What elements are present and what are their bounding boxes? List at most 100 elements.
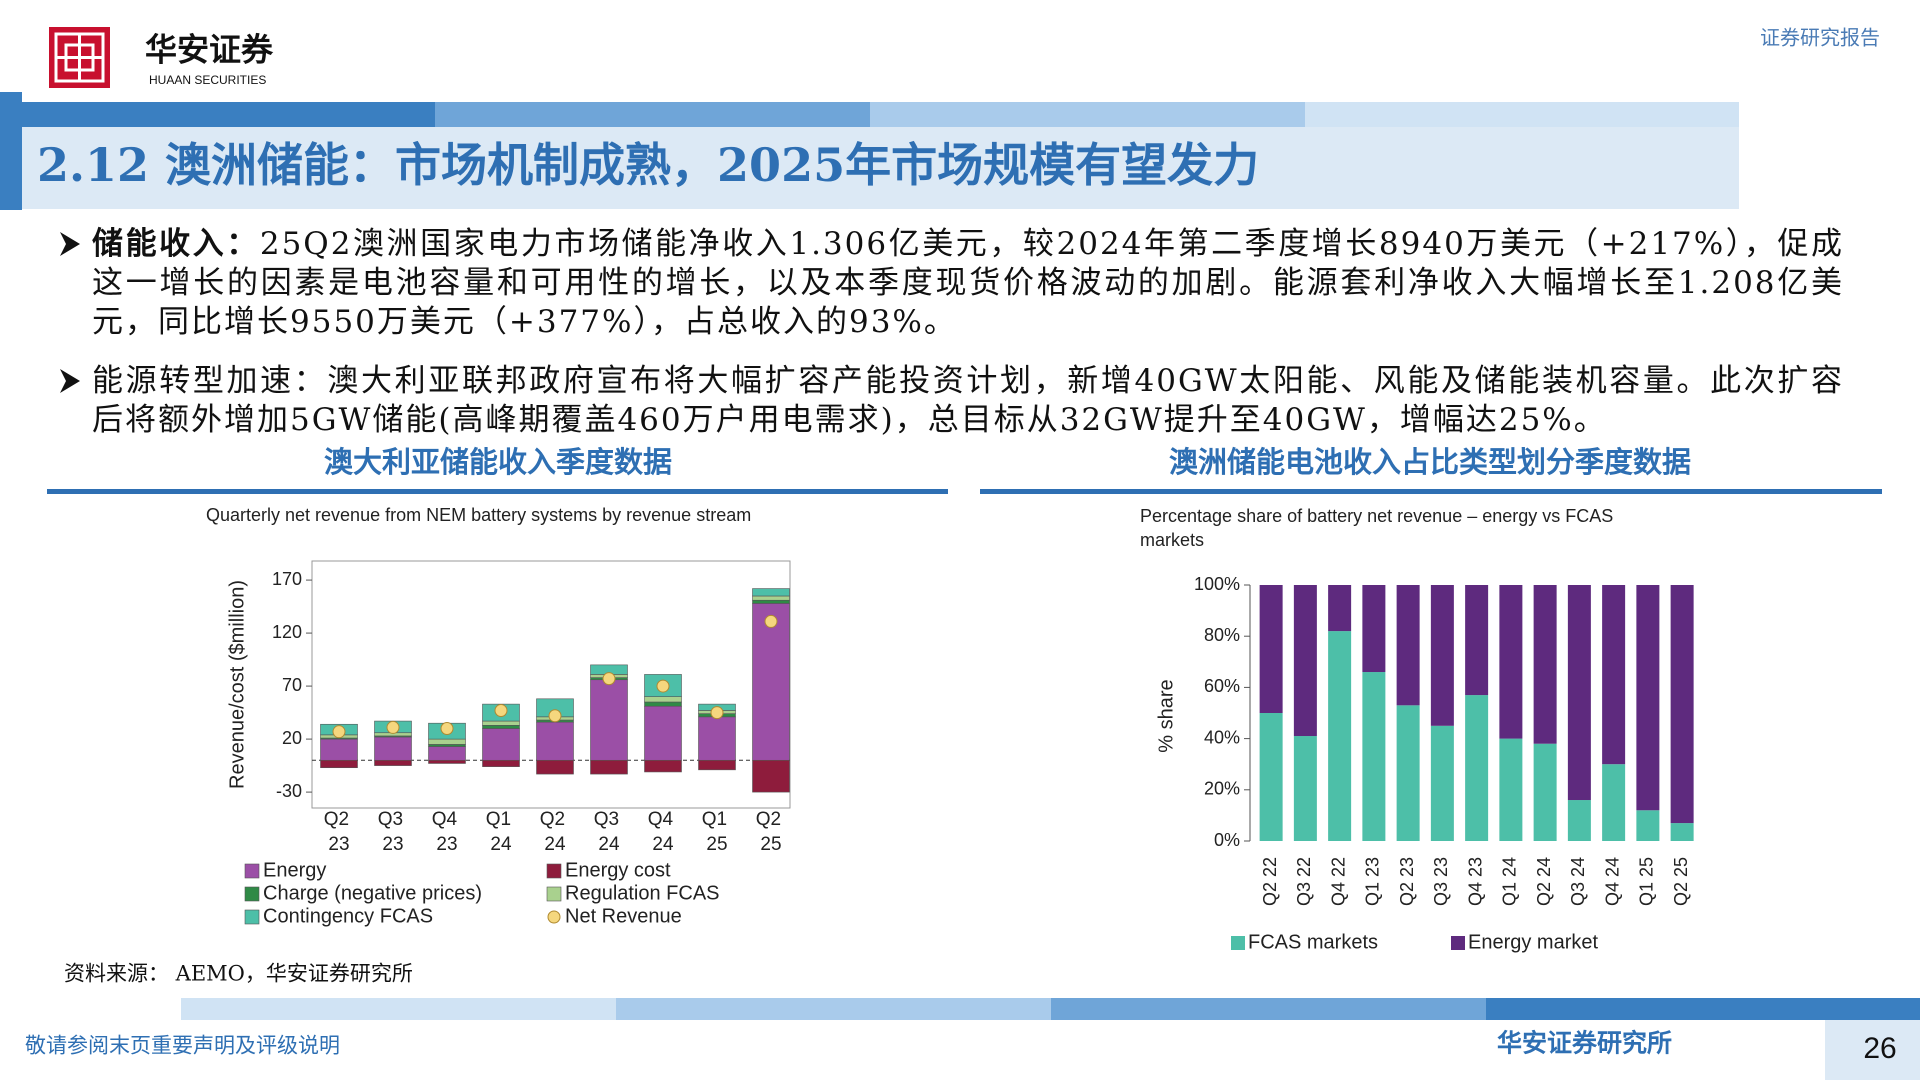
y-tick-label: 80% — [1204, 625, 1240, 645]
chart-title: Percentage share of battery net revenue … — [1140, 506, 1618, 550]
source: 资料来源： AEMO，华安证券研究所 — [64, 962, 413, 986]
y-tick-label: 170 — [272, 569, 302, 589]
bar-segment — [374, 736, 412, 761]
legend-label: Energy market — [1468, 931, 1598, 953]
x-tick-line: Q4 — [648, 809, 679, 830]
band — [181, 998, 616, 1020]
bar-segment — [1602, 585, 1626, 765]
x-tick-label: Q4 22 — [1328, 857, 1348, 906]
bar-segment — [1670, 585, 1694, 824]
x-tick-label: Q3 23 — [1431, 857, 1451, 906]
y-tick-label: 120 — [272, 622, 302, 642]
x-tick-label: Q2 22 — [1260, 857, 1280, 906]
bar-segment — [644, 701, 682, 707]
x-tick-label: Q2 24 — [1534, 857, 1554, 906]
bullet-text: 25Q2澳洲国家电力市场储能净收入1.306亿美元，较2024年第二季度增长89… — [92, 226, 1845, 340]
net-revenue-dot — [386, 720, 400, 734]
bar-segment — [1430, 585, 1454, 726]
y-tick-label: -30 — [276, 781, 302, 801]
y-tick-label: 60% — [1204, 676, 1240, 696]
x-tick-label: Q4 24 — [648, 809, 679, 855]
bar-segment — [1396, 705, 1420, 841]
x-tick-label: Q2 24 — [540, 809, 571, 855]
x-tick-line: Q2 — [540, 809, 571, 830]
band — [1051, 998, 1486, 1020]
band — [435, 102, 870, 127]
x-tick-line: Q4 — [432, 809, 463, 830]
bullet-arrow — [60, 369, 80, 393]
bar-segment — [752, 759, 790, 793]
chart: Percentage share of battery net revenue … — [1140, 506, 1694, 953]
bar-segment — [752, 595, 790, 601]
bar-segment — [320, 759, 358, 769]
bar-segment — [1499, 585, 1523, 739]
bar-segment — [1567, 585, 1591, 801]
bar-segment — [1465, 585, 1489, 696]
bar-segment — [752, 603, 790, 761]
x-tick-line: 24 — [598, 834, 620, 855]
legend-swatch — [1231, 936, 1245, 950]
bar-segment — [482, 725, 520, 729]
bar-segment — [1499, 738, 1523, 841]
x-tick-line: 24 — [652, 834, 674, 855]
band — [870, 102, 1305, 127]
bar-segment — [536, 721, 574, 761]
chart-caption: 澳洲储能电池收入占比类型划分季度数据 — [1169, 445, 1691, 479]
bar-segment — [536, 759, 574, 775]
bullet: 能源转型加速：澳大利亚联邦政府宣布将大幅扩容产能投资计划，新增40GW太阳能、风… — [92, 362, 1844, 440]
x-tick-line: 23 — [382, 834, 403, 855]
bar-segment — [698, 759, 736, 771]
y-tick-label: 40% — [1204, 727, 1240, 747]
slide-title: 2.12 澳洲储能：市场机制成熟，2025年市场规模有望发力 — [37, 138, 1259, 192]
x-tick-label: Q2 25 — [756, 809, 787, 855]
net-revenue-dot — [710, 706, 724, 720]
net-revenue-dot — [548, 709, 562, 723]
x-tick-label: Q3 24 — [594, 809, 625, 855]
legend-swatch — [244, 863, 260, 879]
bar-segment — [1293, 736, 1317, 841]
y-tick-label: 20% — [1204, 779, 1240, 799]
y-tick-label: 20 — [282, 728, 302, 748]
net-revenue-dot — [764, 614, 778, 628]
bar-segment — [1533, 585, 1557, 744]
bar-segment — [1362, 585, 1386, 673]
legend-label: Energy cost — [565, 859, 671, 881]
bar-segment — [1328, 585, 1352, 632]
x-tick-line: Q2 — [756, 809, 787, 830]
bar-segment — [752, 588, 790, 597]
page-number: 26 — [1863, 1032, 1896, 1065]
bar-segment — [1636, 810, 1660, 841]
x-tick-line: 25 — [706, 834, 727, 855]
legend-swatch — [547, 910, 561, 924]
bar-segment — [482, 728, 520, 761]
legend-swatch — [244, 886, 260, 902]
chart-title: Quarterly net revenue from NEM battery s… — [206, 505, 751, 525]
disclaimer: 敬请参阅末页重要声明及评级说明 — [25, 1034, 340, 1058]
band — [22, 102, 435, 127]
bar-segment — [1328, 631, 1352, 841]
x-tick-line: 23 — [328, 834, 349, 855]
x-tick-line: Q1 — [486, 809, 517, 830]
org: 华安证券研究所 — [1497, 1029, 1672, 1058]
bar-segment — [752, 599, 790, 604]
band — [616, 998, 1051, 1020]
report-type: 证券研究报告 — [1760, 26, 1880, 50]
legend-label: Net Revenue — [565, 905, 682, 927]
plot-frame — [311, 560, 791, 809]
legend-label: Energy — [263, 859, 326, 881]
x-tick-label: Q2 23 — [324, 809, 355, 855]
bar-segment — [1293, 585, 1317, 737]
legend-swatch — [1451, 936, 1465, 950]
bullet-arrow — [60, 232, 80, 256]
band — [1305, 102, 1739, 127]
legend-swatch — [244, 909, 260, 925]
net-revenue-dot — [494, 703, 508, 717]
legend-label: FCAS markets — [1248, 931, 1378, 953]
bullet-text: 能源转型加速：澳大利亚联邦政府宣布将大幅扩容产能投资计划，新增40GW太阳能、风… — [92, 363, 1844, 438]
bar-segment — [482, 759, 520, 767]
net-revenue-dot — [332, 725, 346, 739]
bar-segment — [1259, 585, 1283, 713]
logo-sub: HUAAN SECURITIES — [149, 73, 266, 87]
logo-mark — [56, 34, 103, 81]
